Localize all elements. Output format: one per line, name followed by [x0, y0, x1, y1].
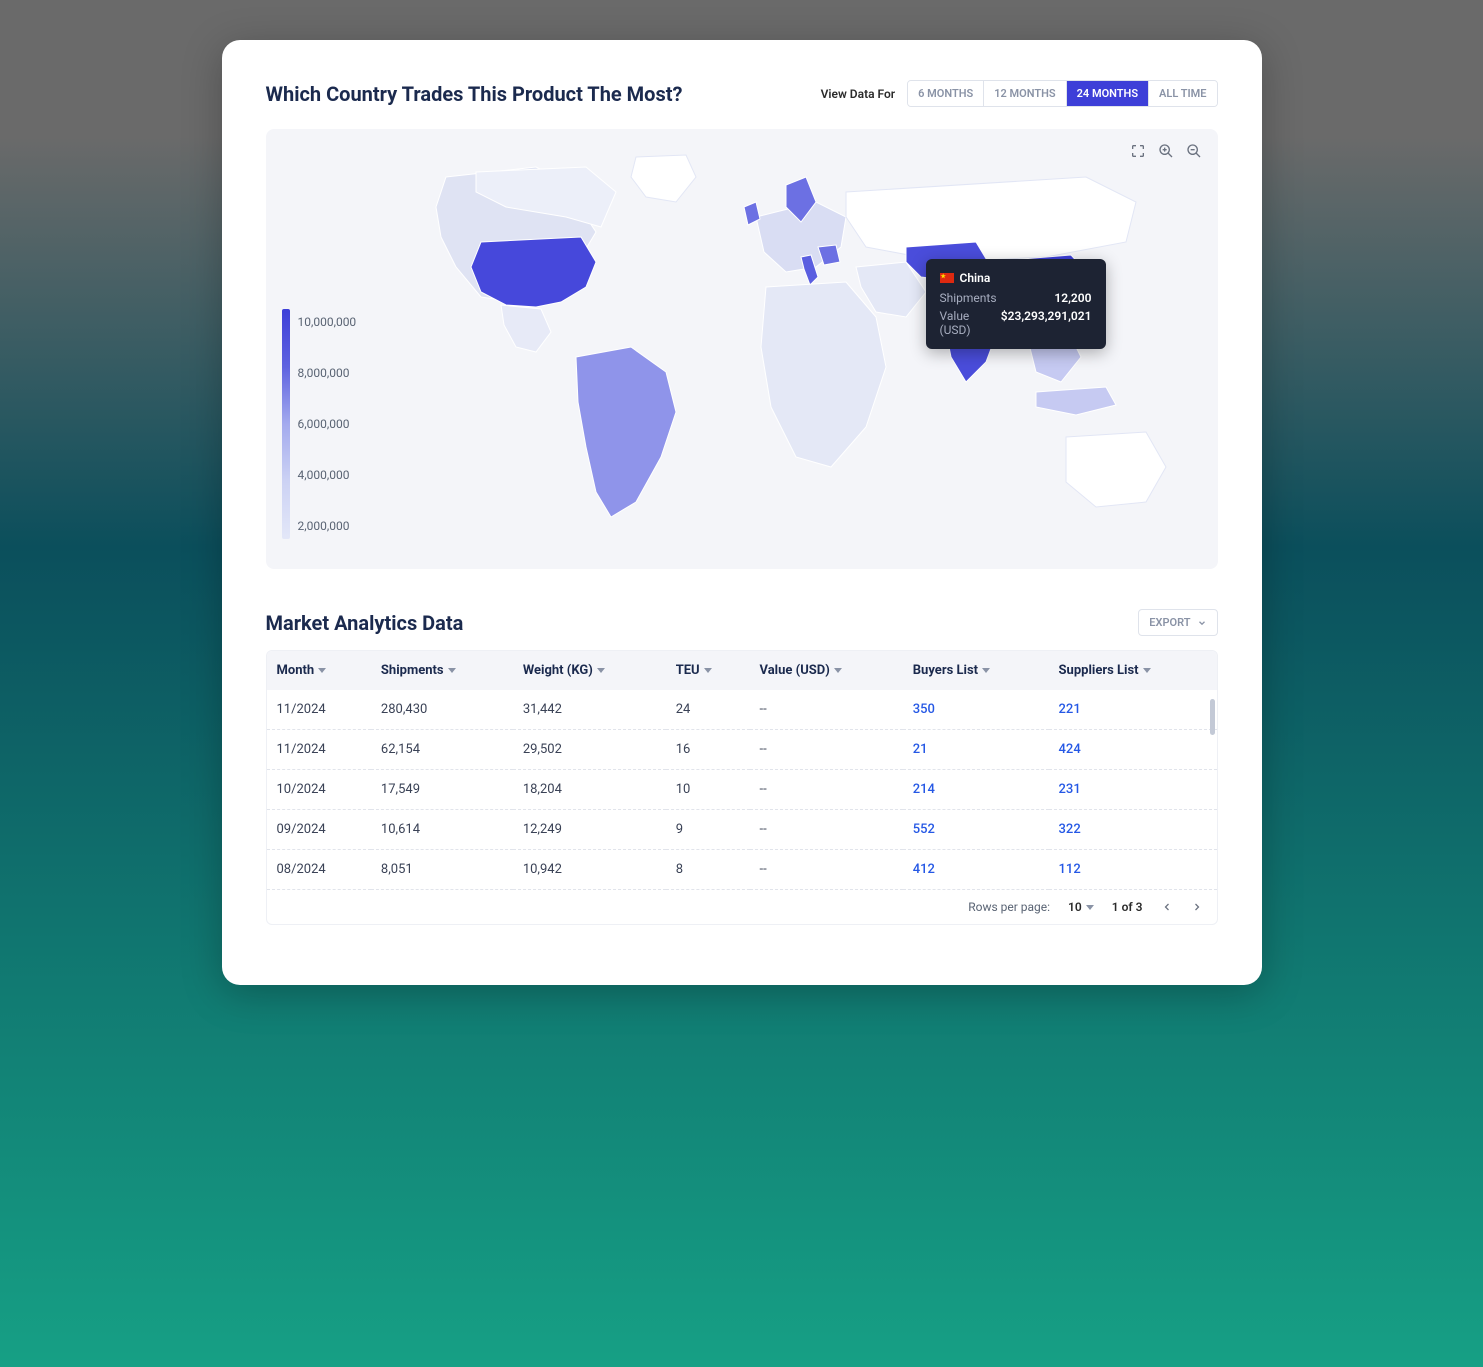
range-label: View Data For — [821, 87, 896, 101]
cell-weight: 29,502 — [513, 730, 666, 770]
page-prev-icon[interactable] — [1161, 901, 1173, 913]
cell-buyers-link[interactable]: 412 — [903, 850, 1049, 890]
legend-gradient — [282, 309, 290, 539]
tooltip-value-row: Value (USD) $23,293,291,021 — [940, 309, 1092, 337]
map-header: Which Country Trades This Product The Mo… — [266, 80, 1218, 107]
legend-tick: 4,000,000 — [298, 468, 357, 482]
cell-month: 11/2024 — [267, 730, 371, 770]
country-usa — [471, 237, 596, 307]
cell-month: 08/2024 — [267, 850, 371, 890]
cell-shipments: 17,549 — [371, 770, 513, 810]
cell-value: -- — [750, 850, 903, 890]
col-value[interactable]: Value (USD) — [750, 651, 903, 690]
map-legend: 10,000,000 8,000,000 6,000,000 4,000,000… — [282, 309, 357, 539]
table-row: 08/20248,05110,9428--412112 — [267, 850, 1217, 890]
cell-shipments: 280,430 — [371, 690, 513, 730]
table-pager: Rows per page: 10 1 of 3 — [267, 890, 1217, 924]
cell-value: -- — [750, 770, 903, 810]
cell-teu: 24 — [666, 690, 750, 730]
cell-shipments: 10,614 — [371, 810, 513, 850]
page-info: 1 of 3 — [1112, 900, 1143, 914]
country-indonesia — [1036, 387, 1116, 415]
legend-tick: 6,000,000 — [298, 417, 357, 431]
page-next-icon[interactable] — [1191, 901, 1203, 913]
tooltip-shipments-row: Shipments 12,200 — [940, 291, 1092, 305]
cell-weight: 31,442 — [513, 690, 666, 730]
cell-value: -- — [750, 730, 903, 770]
cell-weight: 10,942 — [513, 850, 666, 890]
cell-value: -- — [750, 810, 903, 850]
tooltip-shipments-value: 12,200 — [1054, 291, 1091, 305]
legend-tick: 10,000,000 — [298, 315, 357, 329]
cell-teu: 10 — [666, 770, 750, 810]
cell-suppliers-link[interactable]: 112 — [1049, 850, 1217, 890]
table-row: 10/202417,54918,20410--214231 — [267, 770, 1217, 810]
legend-tick: 8,000,000 — [298, 366, 357, 380]
export-label: EXPORT — [1149, 616, 1190, 629]
tooltip-shipments-label: Shipments — [940, 291, 997, 305]
tooltip-value-value: $23,293,291,021 — [1001, 309, 1092, 337]
cell-buyers-link[interactable]: 552 — [903, 810, 1049, 850]
cell-suppliers-link[interactable]: 231 — [1049, 770, 1217, 810]
analytics-header: Market Analytics Data EXPORT — [266, 609, 1218, 636]
flag-icon — [940, 273, 954, 283]
tooltip-country-name: China — [960, 271, 991, 285]
cell-suppliers-link[interactable]: 424 — [1049, 730, 1217, 770]
chevron-down-icon — [1086, 905, 1094, 910]
zoom-out-icon[interactable] — [1186, 143, 1202, 159]
cell-weight: 12,249 — [513, 810, 666, 850]
cell-month: 11/2024 — [267, 690, 371, 730]
rows-per-page-value: 10 — [1068, 900, 1082, 914]
rows-per-page-label: Rows per page: — [968, 900, 1050, 914]
range-btn-all[interactable]: ALL TIME — [1149, 81, 1216, 106]
range-buttons: 6 MONTHS 12 MONTHS 24 MONTHS ALL TIME — [907, 80, 1217, 107]
range-btn-24m[interactable]: 24 MONTHS — [1067, 81, 1149, 106]
cell-month: 09/2024 — [267, 810, 371, 850]
cell-weight: 18,204 — [513, 770, 666, 810]
range-btn-12m[interactable]: 12 MONTHS — [984, 81, 1066, 106]
analytics-table-panel: Month Shipments Weight (KG) TEU Value (U… — [266, 650, 1218, 925]
cell-shipments: 62,154 — [371, 730, 513, 770]
map-tooltip: China Shipments 12,200 Value (USD) $23,2… — [926, 259, 1106, 349]
chevron-down-icon — [1197, 618, 1207, 628]
map-title: Which Country Trades This Product The Mo… — [266, 82, 683, 106]
tooltip-country: China — [940, 271, 1092, 285]
scrollbar-thumb[interactable] — [1210, 699, 1215, 735]
country-brazil — [576, 347, 676, 517]
rows-per-page-select[interactable]: 10 — [1068, 900, 1094, 914]
table-header-row: Month Shipments Weight (KG) TEU Value (U… — [267, 651, 1217, 690]
legend-tick: 2,000,000 — [298, 519, 357, 533]
cell-suppliers-link[interactable]: 322 — [1049, 810, 1217, 850]
col-suppliers[interactable]: Suppliers List — [1049, 651, 1217, 690]
table-row: 11/2024280,43031,44224--350221 — [267, 690, 1217, 730]
cell-buyers-link[interactable]: 214 — [903, 770, 1049, 810]
tooltip-value-label: Value (USD) — [940, 309, 1001, 337]
dashboard-card: Which Country Trades This Product The Mo… — [222, 40, 1262, 985]
cell-teu: 8 — [666, 850, 750, 890]
map-panel: 10,000,000 8,000,000 6,000,000 4,000,000… — [266, 129, 1218, 569]
cell-buyers-link[interactable]: 350 — [903, 690, 1049, 730]
table-row: 09/202410,61412,2499--552322 — [267, 810, 1217, 850]
col-buyers[interactable]: Buyers List — [903, 651, 1049, 690]
cell-teu: 16 — [666, 730, 750, 770]
cell-teu: 9 — [666, 810, 750, 850]
col-teu[interactable]: TEU — [666, 651, 750, 690]
table-row: 11/202462,15429,50216--21424 — [267, 730, 1217, 770]
col-shipments[interactable]: Shipments — [371, 651, 513, 690]
col-month[interactable]: Month — [267, 651, 371, 690]
range-selector-wrap: View Data For 6 MONTHS 12 MONTHS 24 MONT… — [821, 80, 1218, 107]
legend-labels: 10,000,000 8,000,000 6,000,000 4,000,000… — [298, 309, 357, 539]
cell-suppliers-link[interactable]: 221 — [1049, 690, 1217, 730]
cell-month: 10/2024 — [267, 770, 371, 810]
col-weight[interactable]: Weight (KG) — [513, 651, 666, 690]
cell-value: -- — [750, 690, 903, 730]
export-button[interactable]: EXPORT — [1138, 609, 1217, 636]
cell-shipments: 8,051 — [371, 850, 513, 890]
analytics-title: Market Analytics Data — [266, 611, 464, 635]
range-btn-6m[interactable]: 6 MONTHS — [908, 81, 984, 106]
cell-buyers-link[interactable]: 21 — [903, 730, 1049, 770]
analytics-table: Month Shipments Weight (KG) TEU Value (U… — [267, 651, 1217, 890]
